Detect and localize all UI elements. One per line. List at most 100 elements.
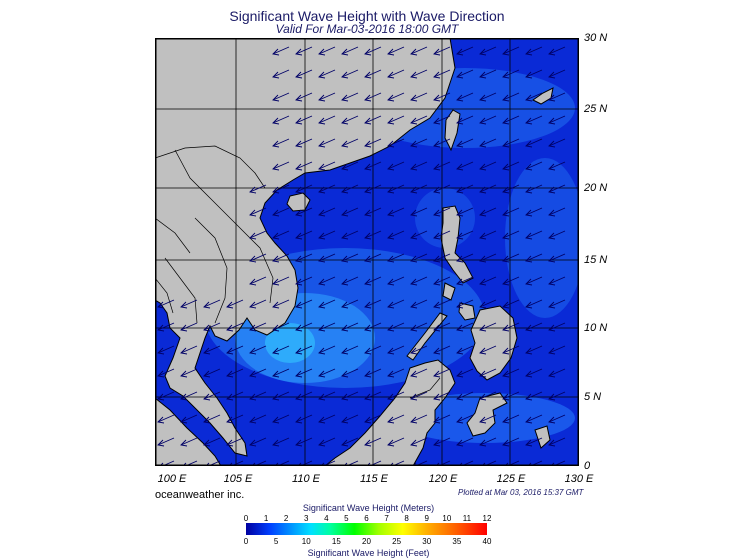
- wave-direction-arrow: [479, 207, 497, 216]
- wave-direction-arrowhead: [272, 439, 280, 447]
- wave-direction-arrow: [479, 322, 497, 331]
- wave-direction-arrow: [341, 230, 359, 239]
- wave-direction-arrow: [157, 345, 175, 354]
- wave-direction-arrowhead: [456, 416, 464, 424]
- wave-direction-arrow: [433, 115, 451, 124]
- wave-direction-arrowhead: [295, 71, 303, 79]
- wave-direction-arrowhead: [433, 278, 441, 286]
- wave-direction-arrow: [341, 92, 359, 101]
- wave-direction-arrowhead: [341, 71, 349, 79]
- wave-direction-arrow: [341, 207, 359, 216]
- wave-direction-arrow: [502, 368, 520, 377]
- wave-direction-arrowhead: [525, 140, 533, 148]
- wave-direction-arrowhead: [548, 71, 556, 79]
- wave-direction-arrowhead: [249, 324, 257, 332]
- wave-direction-arrow: [387, 391, 405, 400]
- wave-direction-arrow: [433, 345, 451, 354]
- wave-direction-arrowhead: [410, 439, 418, 447]
- wave-direction-arrow: [456, 46, 474, 55]
- wave-direction-arrowhead: [318, 140, 326, 148]
- wave-direction-arrowhead: [479, 301, 487, 309]
- wave-direction-arrowhead: [387, 163, 395, 171]
- wave-direction-arrowhead: [456, 48, 464, 56]
- legend-tick-feet: 30: [422, 537, 432, 546]
- wave-direction-arrow: [295, 414, 313, 423]
- wave-direction-arrow: [456, 368, 474, 377]
- wave-direction-arrow: [525, 161, 543, 170]
- wave-direction-arrow: [410, 92, 428, 101]
- wave-direction-arrow: [226, 414, 244, 423]
- wave-direction-arrow: [318, 391, 336, 400]
- wave-direction-arrowhead: [502, 163, 510, 171]
- wave-direction-arrowhead: [479, 117, 487, 125]
- wave-direction-arrow: [318, 230, 336, 239]
- wave-direction-arrowhead: [249, 370, 257, 378]
- wave-direction-arrow: [249, 299, 267, 308]
- wave-direction-arrow: [525, 391, 543, 400]
- wave-direction-arrowhead: [548, 163, 556, 171]
- wave-direction-arrowhead: [249, 209, 257, 217]
- wave-direction-arrow: [433, 368, 451, 377]
- wave-direction-arrowhead: [479, 186, 487, 194]
- wave-direction-arrow: [203, 437, 221, 446]
- wave-direction-arrowhead: [525, 232, 533, 240]
- wave-direction-arrowhead: [364, 209, 372, 217]
- wave-direction-arrow: [341, 115, 359, 124]
- wave-direction-arrow: [226, 437, 244, 446]
- wave-direction-arrowhead: [157, 370, 165, 378]
- wave-direction-arrow: [364, 184, 382, 193]
- wave-direction-arrowhead: [226, 301, 234, 309]
- wave-direction-arrow: [479, 46, 497, 55]
- wave-direction-arrow: [157, 368, 175, 377]
- wave-direction-arrowhead: [433, 370, 441, 378]
- legend-title-meters: Significant Wave Height (Meters): [302, 503, 435, 513]
- wave-direction-arrowhead: [387, 278, 395, 286]
- wave-direction-arrow: [410, 414, 428, 423]
- wave-direction-arrow: [548, 92, 566, 101]
- wave-direction-arrow: [387, 46, 405, 55]
- wave-direction-arrow: [548, 345, 566, 354]
- wave-direction-arrow: [249, 345, 267, 354]
- wave-direction-arrowhead: [387, 347, 395, 355]
- wave-direction-arrowhead: [180, 347, 188, 355]
- wave-direction-arrowhead: [272, 94, 280, 102]
- wave-direction-arrow: [410, 253, 428, 262]
- wave-direction-arrow: [433, 276, 451, 285]
- luzon-island: [440, 205, 474, 284]
- legend-tick-meters: 11: [462, 514, 472, 523]
- wave-direction-arrowhead: [341, 94, 349, 102]
- wave-direction-arrow: [456, 207, 474, 216]
- legend-tick-meters: 10: [442, 514, 452, 523]
- wave-direction-arrowhead: [364, 278, 372, 286]
- wave-direction-arrow: [410, 276, 428, 285]
- wave-direction-arrowhead: [410, 48, 418, 56]
- wave-direction-arrow: [180, 414, 198, 423]
- wave-direction-arrowhead: [157, 393, 165, 401]
- wave-direction-arrow: [525, 138, 543, 147]
- wave-direction-arrowhead: [318, 94, 326, 102]
- wave-direction-arrowhead: [410, 140, 418, 148]
- wave-direction-arrowhead: [456, 393, 464, 401]
- wave-direction-arrowhead: [272, 209, 280, 217]
- wave-direction-arrow: [410, 69, 428, 78]
- wave-direction-arrow: [433, 299, 451, 308]
- wave-direction-arrowhead: [548, 370, 556, 378]
- wave-direction-arrow: [410, 184, 428, 193]
- wave-direction-arrow: [410, 322, 428, 331]
- wave-direction-arrowhead: [502, 117, 510, 125]
- wave-direction-arrow: [502, 391, 520, 400]
- wave-direction-arrow: [456, 391, 474, 400]
- wave-direction-arrow: [180, 437, 198, 446]
- wave-direction-arrow: [387, 345, 405, 354]
- wave-direction-arrow: [525, 345, 543, 354]
- wave-direction-arrow: [387, 207, 405, 216]
- wave-direction-arrowhead: [295, 370, 303, 378]
- lat-label: 20 N: [584, 182, 608, 194]
- wave-direction-arrow: [295, 161, 313, 170]
- legend-tick-meters: 4: [324, 514, 329, 523]
- wave-direction-arrowhead: [548, 117, 556, 125]
- wave-direction-arrowhead: [295, 48, 303, 56]
- wave-direction-arrowhead: [272, 117, 280, 125]
- wave-direction-arrow: [548, 230, 566, 239]
- wave-direction-arrow: [272, 207, 290, 216]
